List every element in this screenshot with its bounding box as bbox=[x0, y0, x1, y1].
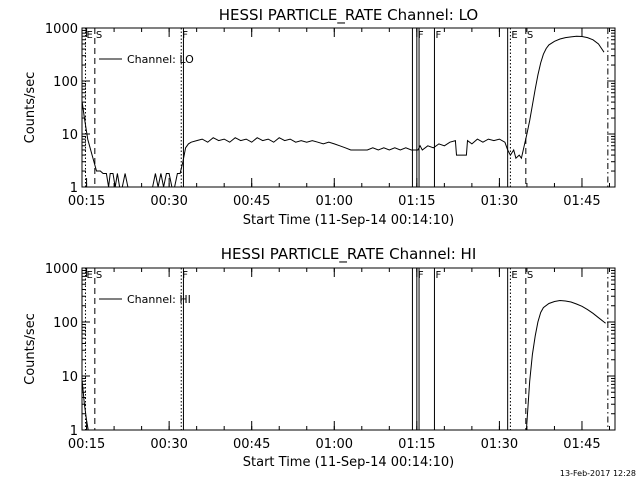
legend-label: Channel: HI bbox=[127, 293, 191, 306]
event-marker-label: E bbox=[511, 270, 517, 281]
y-tick-label: 1000 bbox=[45, 262, 78, 277]
event-marker-label: S bbox=[96, 30, 102, 41]
x-tick-label: 00:30 bbox=[150, 437, 187, 452]
event-marker-label: S bbox=[527, 270, 533, 281]
x-tick-label: 00:30 bbox=[150, 194, 187, 209]
chart-panel-2: HESSI PARTICLE_RATE Channel: HI 1 10 100 100… bbox=[23, 245, 616, 470]
x-tick-label: 00:15 bbox=[68, 437, 105, 452]
x-tick-label: 01:00 bbox=[316, 194, 353, 209]
chart-title: HESSI PARTICLE_RATE Channel: LO bbox=[219, 6, 478, 25]
event-marker-label: F bbox=[182, 30, 188, 41]
y-tick-label: 1000 bbox=[45, 22, 78, 37]
x-tick-label: 01:15 bbox=[398, 437, 435, 452]
x-tick-label: 01:00 bbox=[316, 437, 353, 452]
y-axis-label: Counts/sec bbox=[23, 72, 38, 144]
chart-panel-1: HESSI PARTICLE_RATE Channel: LO 1 10 100 100… bbox=[23, 6, 616, 228]
x-tick-label: 00:15 bbox=[68, 194, 105, 209]
y-tick-label: 100 bbox=[53, 75, 78, 90]
x-tick-label: 01:45 bbox=[563, 194, 600, 209]
event-marker-label: E bbox=[511, 30, 517, 41]
series-line-1 bbox=[81, 35, 605, 188]
x-axis-label: Start Time (11-Sep-14 00:14:10) bbox=[243, 455, 454, 470]
x-tick-label: 00:45 bbox=[233, 194, 270, 209]
timestamp-footer: 13-Feb-2017 12:28 bbox=[559, 469, 636, 478]
legend-label: Channel: LO bbox=[127, 53, 194, 66]
event-marker-label: E bbox=[86, 270, 92, 281]
x-tick-label: 01:30 bbox=[481, 194, 518, 209]
event-marker-label: S bbox=[527, 30, 533, 41]
event-marker-label: F bbox=[418, 30, 424, 41]
chart-title: HESSI PARTICLE_RATE Channel: HI bbox=[221, 245, 477, 264]
x-tick-label: 01:30 bbox=[481, 437, 518, 452]
y-tick-label: 10 bbox=[61, 370, 78, 385]
plot-frame bbox=[81, 27, 616, 188]
y-tick-label: 1 bbox=[70, 181, 78, 196]
series-line-1 bbox=[81, 299, 606, 431]
event-marker-label: S bbox=[96, 270, 102, 281]
x-tick-label: 01:45 bbox=[563, 437, 600, 452]
x-tick-label: 01:15 bbox=[398, 194, 435, 209]
event-marker-label: F bbox=[435, 270, 441, 281]
x-tick-label: 00:45 bbox=[233, 437, 270, 452]
y-tick-label: 1 bbox=[70, 424, 78, 439]
y-tick-label: 100 bbox=[53, 316, 78, 331]
event-marker-label: F bbox=[418, 270, 424, 281]
y-tick-label: 10 bbox=[61, 128, 78, 143]
event-marker-label: F bbox=[435, 30, 441, 41]
event-marker-label: E bbox=[86, 30, 92, 41]
event-marker-label: F bbox=[182, 270, 188, 281]
x-axis-label: Start Time (11-Sep-14 00:14:10) bbox=[243, 213, 454, 228]
y-axis-label: Counts/sec bbox=[23, 313, 38, 385]
